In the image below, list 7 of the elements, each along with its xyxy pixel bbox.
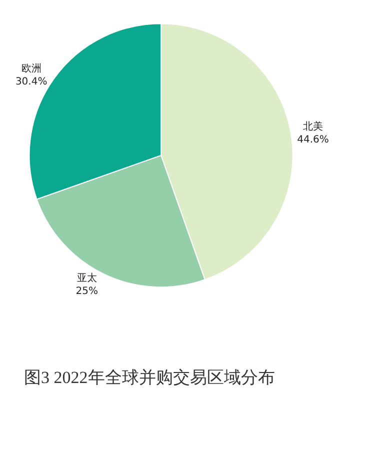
slice-label: 北美 — [303, 120, 324, 132]
data-label: 30.4% — [15, 76, 48, 88]
data-label: 44.6% — [297, 134, 329, 146]
data-label: 25% — [76, 286, 98, 297]
slice-label: 欧洲 — [21, 62, 42, 75]
text: 图3 2022年全球并购交易区域分布 — [24, 368, 275, 387]
slice-label: 亚太 — [76, 272, 97, 284]
